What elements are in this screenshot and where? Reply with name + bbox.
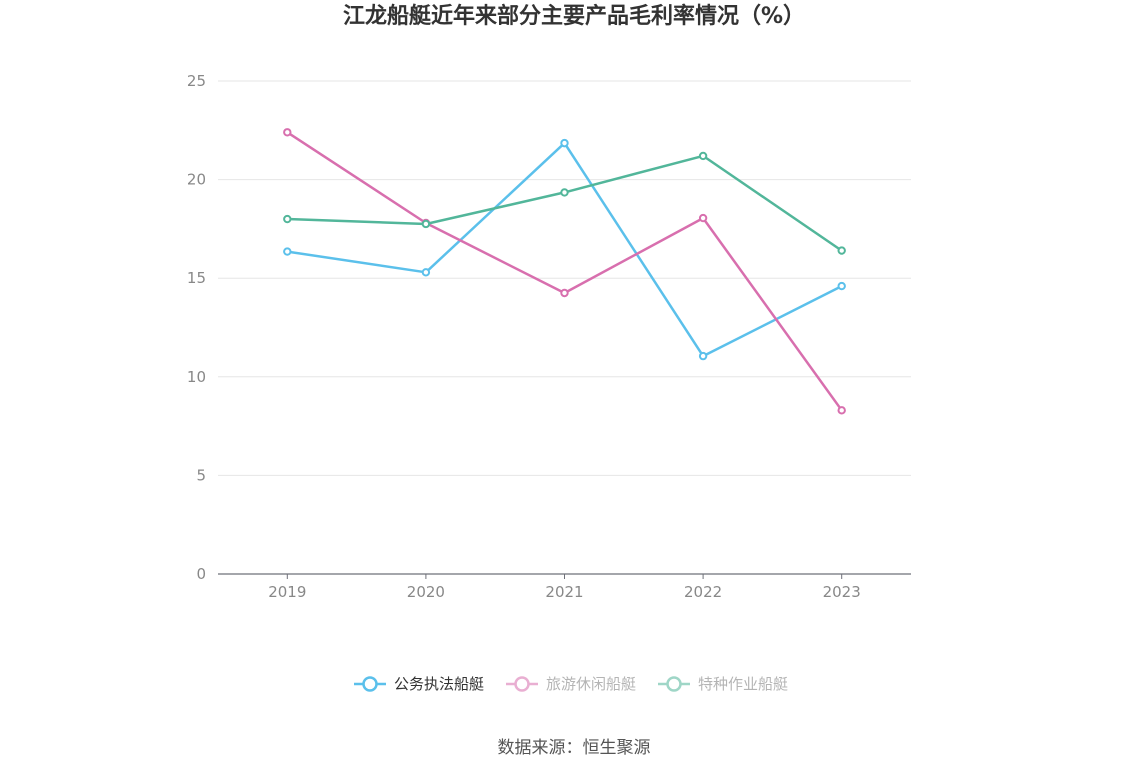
data-point[interactable]	[421, 219, 431, 229]
y-tick-label: 25	[187, 72, 206, 90]
data-point[interactable]	[283, 128, 292, 137]
x-tick-label: 2023	[823, 583, 861, 601]
data-point[interactable]	[698, 151, 708, 161]
data-point[interactable]	[698, 351, 708, 361]
x-tick-label: 2021	[545, 583, 583, 601]
data-point[interactable]	[837, 246, 846, 255]
legend-item-1[interactable]: 公务执法船艇	[354, 675, 484, 693]
data-source: 数据来源：恒生聚源	[497, 738, 651, 758]
legend-circle-icon	[666, 676, 682, 692]
data-point[interactable]	[560, 188, 569, 197]
data-point[interactable]	[837, 406, 846, 415]
data-point[interactable]	[283, 214, 292, 224]
y-tick-label: 10	[187, 368, 206, 386]
legend-label: 公务执法船艇	[394, 675, 484, 693]
y-tick-label: 20	[187, 171, 206, 189]
legend-circle-icon	[362, 676, 378, 692]
data-point[interactable]	[421, 268, 431, 277]
data-point[interactable]	[698, 213, 708, 223]
y-tick-label: 5	[196, 466, 206, 484]
legend-item-2[interactable]: 旅游休闲船艇	[506, 675, 636, 693]
series-line-1	[287, 141, 843, 358]
series-line-2	[286, 131, 843, 412]
data-point[interactable]	[560, 138, 569, 148]
data-point[interactable]	[283, 247, 292, 256]
y-tick-label: 0	[196, 565, 206, 583]
x-tick-label: 2019	[268, 583, 306, 601]
y-tick-label: 15	[187, 269, 206, 287]
x-tick-label: 2020	[407, 583, 445, 601]
data-point[interactable]	[837, 281, 846, 291]
series-line-3	[287, 154, 843, 252]
legend-circle-icon	[514, 676, 530, 692]
legend-item-3[interactable]: 特种作业船艇	[658, 675, 788, 693]
x-tick-label: 2022	[684, 583, 722, 601]
data-point[interactable]	[560, 288, 569, 298]
legend-label: 旅游休闲船艇	[546, 675, 636, 693]
chart-title: 江龙船艇近年来部分主要产品毛利率情况（%）	[342, 4, 806, 29]
legend-label: 特种作业船艇	[698, 675, 788, 693]
